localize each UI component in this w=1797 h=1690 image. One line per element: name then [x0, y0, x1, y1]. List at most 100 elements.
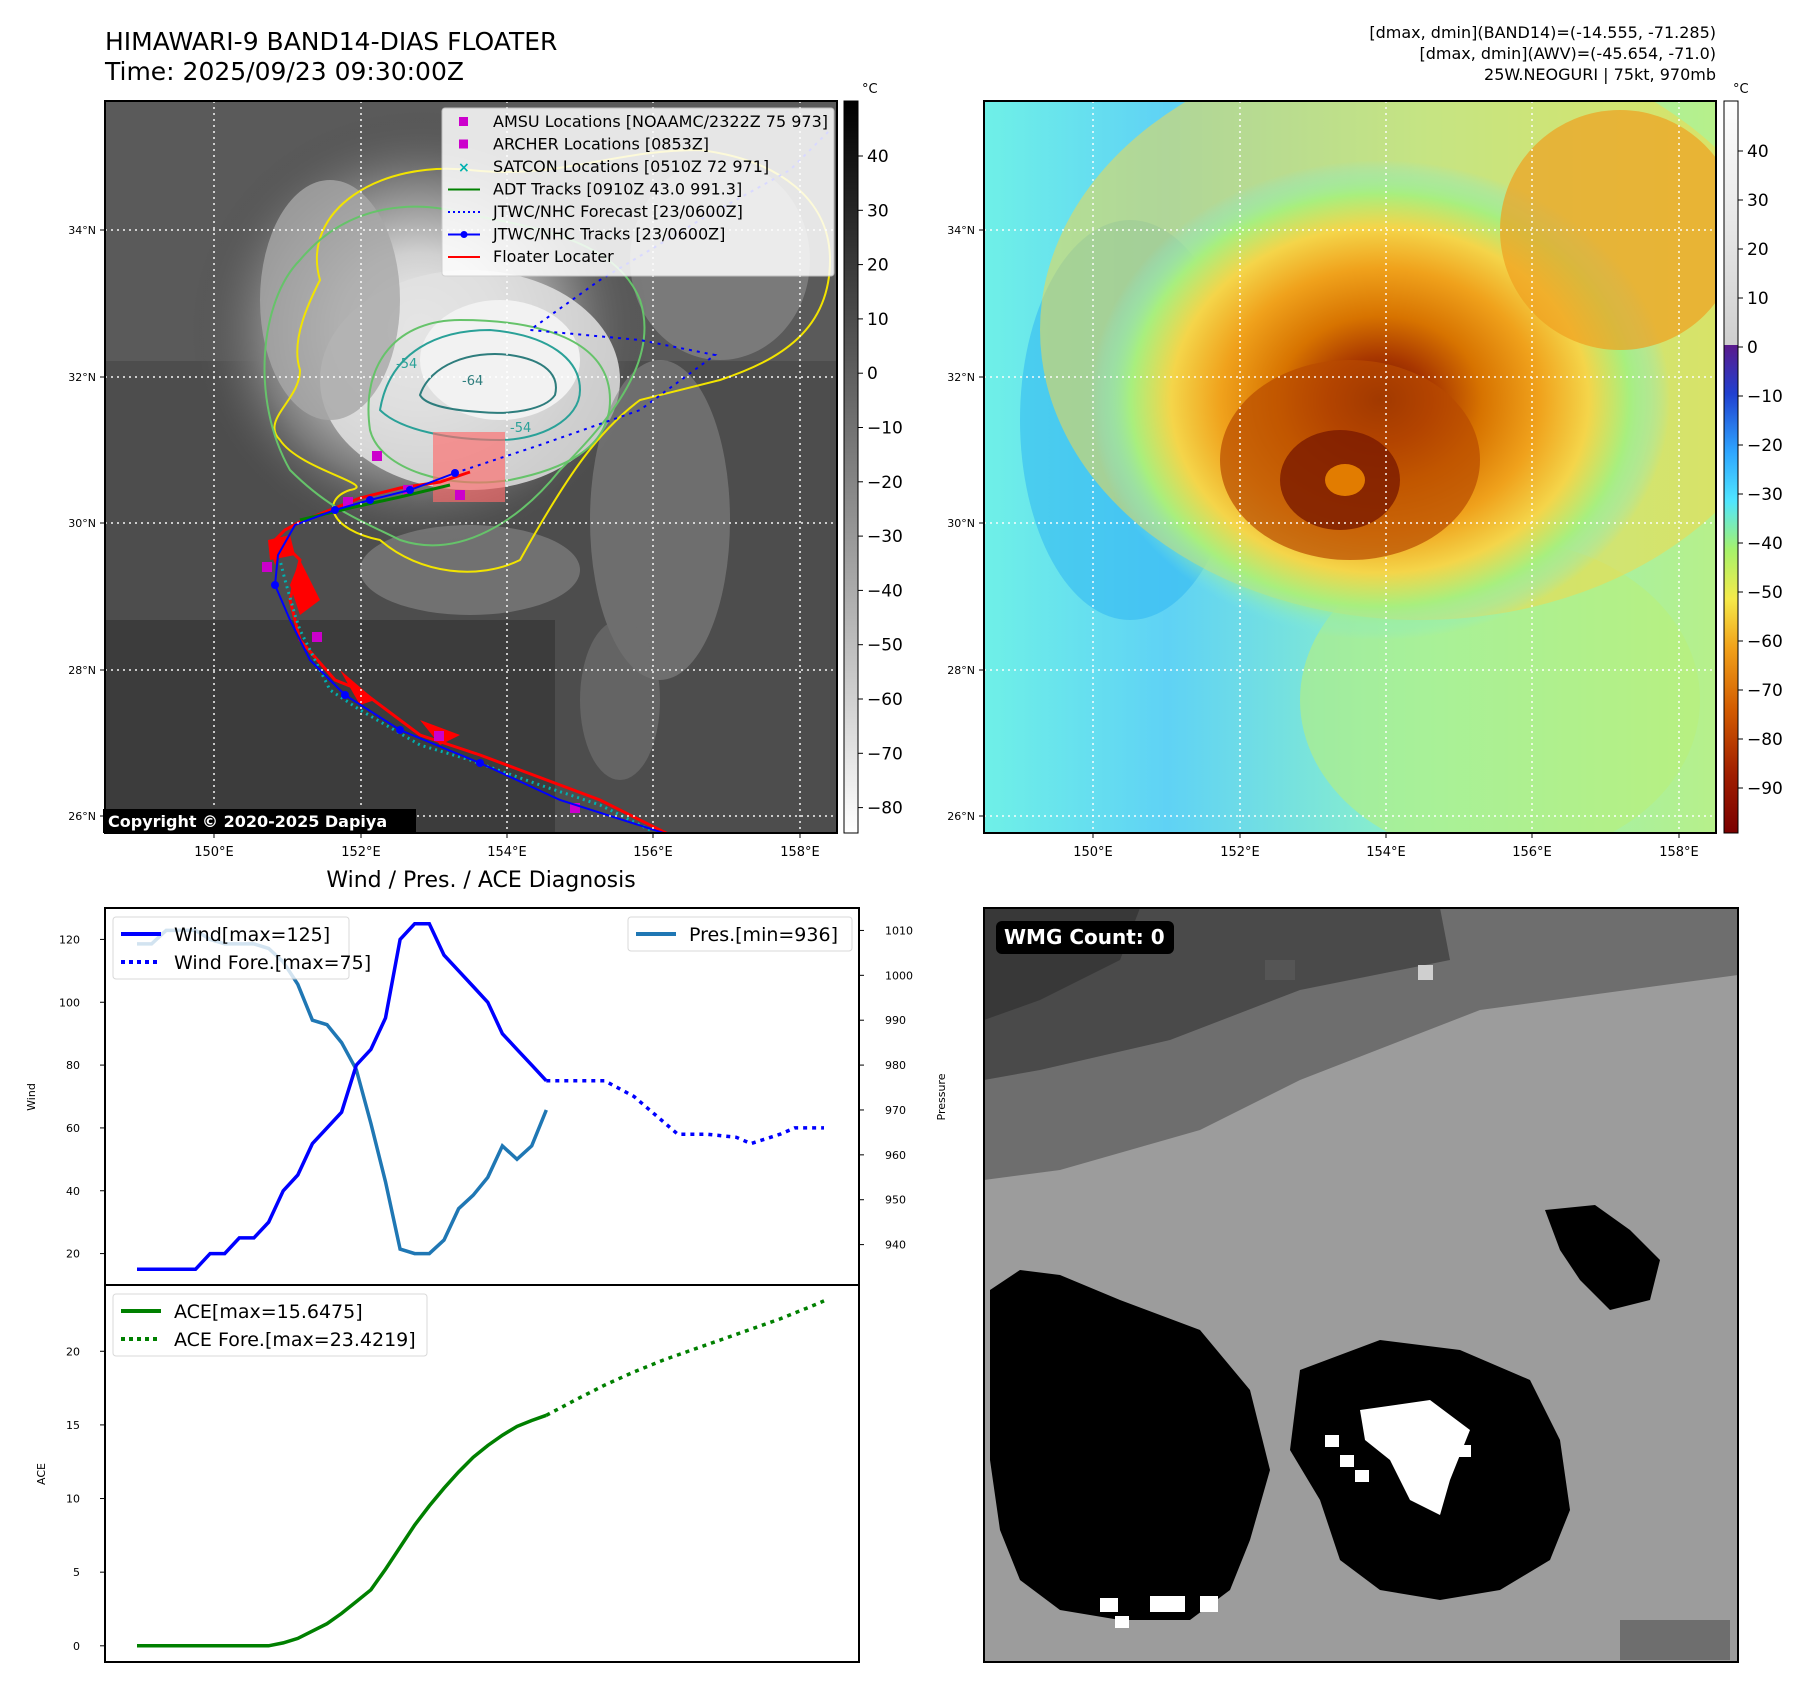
- pressure-tick-label: 1000: [885, 969, 913, 982]
- ace-tick-label: 0: [73, 1640, 80, 1653]
- lon-tick-label: 156°E: [633, 845, 673, 860]
- awv-satellite-map: [983, 100, 1717, 834]
- pressure-axis-label: Pressure: [935, 1073, 948, 1120]
- ace-line: [137, 1413, 547, 1648]
- map-legend-label: SATCON Locations [0510Z 72 971]: [493, 157, 769, 176]
- colorbar-tick-label: 0: [1747, 338, 1758, 358]
- diagnosis-chart: Wind Pressure ACE 2040608010012094095096…: [25, 907, 948, 1663]
- wind-legend-label: Wind[max=125]: [174, 924, 330, 946]
- colorbar-tick-label: −40: [867, 581, 903, 601]
- ace-legend: ACE[max=15.6475] ACE Fore.[max=23.4219]: [112, 1293, 428, 1357]
- map-legend-item: JTWC/NHC Forecast [23/0600Z]: [448, 202, 743, 221]
- ace-tick-label: 20: [66, 1345, 80, 1358]
- map-legend-label: Floater Locater: [493, 247, 614, 266]
- wind-tick-label: 120: [59, 933, 80, 946]
- pressure-tick-label: 960: [885, 1149, 906, 1162]
- map-legend-item: AMSU Locations [NOAAMC/2322Z 75 973]: [459, 112, 828, 131]
- ace-tick-label: 10: [66, 1493, 80, 1506]
- lat-tick-label: 28°N: [947, 664, 975, 677]
- pressure-tick-label: 940: [885, 1239, 906, 1252]
- colorbar-tick-label: −50: [867, 636, 903, 656]
- lat-tick-label: 32°N: [947, 371, 975, 384]
- colorbar-unit: °C: [1733, 82, 1749, 97]
- colorbar-tick-label: −30: [867, 527, 903, 547]
- map-legend-label: ADT Tracks [0910Z 43.0 991.3]: [493, 180, 742, 199]
- colorbar-tick-label: −30: [1747, 485, 1783, 505]
- wind-fore-legend-label: Wind Fore.[max=75]: [174, 952, 371, 974]
- wind-line: [137, 921, 548, 1272]
- contour-label: -54: [396, 357, 417, 372]
- map-legend-item: × SATCON Locations [0510Z 72 971]: [458, 157, 769, 176]
- legend-dot: [460, 231, 468, 238]
- lat-tick-label: 28°N: [68, 664, 96, 677]
- lat-tick-label: 34°N: [68, 224, 96, 237]
- colorbar-tick-label: −90: [1747, 779, 1783, 799]
- colorbar-tick-label: 30: [867, 201, 889, 221]
- colorbar-tick-label: −20: [1747, 436, 1783, 456]
- map-legend-item: Floater Locater: [448, 247, 614, 266]
- band14-range: [dmax, dmin](BAND14)=(-14.555, -71.285): [1369, 23, 1716, 42]
- map-legend-label: JTWC/NHC Tracks [23/0600Z]: [492, 225, 725, 244]
- colorbar-tick-label: −20: [867, 473, 903, 493]
- ace-tick-label: 15: [66, 1419, 80, 1432]
- lon-tick-label: 158°E: [1659, 845, 1699, 860]
- colorbar-tick-label: 0: [867, 364, 878, 384]
- colorbar-tick-label: −10: [1747, 387, 1783, 407]
- wind-legend: Wind[max=125] Wind Fore.[max=75]: [112, 916, 371, 980]
- map-right-ticks: 150°E 152°E 154°E 156°E 158°E 34°N 32°N 30°N 28°…: [947, 224, 1699, 860]
- pressure-tick-label: 1010: [885, 924, 913, 937]
- ir-satellite-map: -54 -64 -54: [103, 100, 838, 834]
- wind-tick-label: 20: [66, 1248, 80, 1261]
- pressure-tick-label: 950: [885, 1194, 906, 1207]
- legend-marker-square: [459, 139, 468, 149]
- map-legend-label: JTWC/NHC Forecast [23/0600Z]: [492, 202, 743, 221]
- colorbar-tick-label: −50: [1747, 583, 1783, 603]
- legend-marker-x: ×: [458, 160, 470, 176]
- ace-forecast-line: [545, 1299, 825, 1417]
- contour-label: -54: [510, 421, 531, 436]
- map-legend-item: ADT Tracks [0910Z 43.0 991.3]: [448, 180, 742, 199]
- map-legend-label: ARCHER Locations [0853Z]: [493, 135, 709, 154]
- storm-id: 25W.NEOGURI | 75kt, 970mb: [1484, 65, 1716, 84]
- colorbar-tick-label: 10: [867, 310, 889, 330]
- lon-tick-label: 150°E: [194, 845, 234, 860]
- lon-tick-label: 154°E: [1366, 845, 1406, 860]
- map-legend-label: AMSU Locations [NOAAMC/2322Z 75 973]: [493, 112, 828, 131]
- lon-tick-label: 152°E: [341, 845, 381, 860]
- figure-title: HIMAWARI-9 BAND14-DIAS FLOATER: [105, 27, 557, 56]
- ace-legend-label: ACE[max=15.6475]: [174, 1301, 363, 1323]
- lat-tick-label: 34°N: [947, 224, 975, 237]
- right-colorbar: °C 40 30 20 10 0 −10 −20 −30 −40 −50 −60 −70 −80 −90: [1723, 82, 1783, 834]
- lat-tick-label: 32°N: [68, 371, 96, 384]
- lat-tick-label: 30°N: [68, 517, 96, 530]
- figure-time: Time: 2025/09/23 09:30:00Z: [104, 57, 464, 86]
- lat-tick-label: 30°N: [947, 517, 975, 530]
- wind-tick-label: 80: [66, 1059, 80, 1072]
- colorbar-tick-label: −10: [867, 419, 903, 439]
- pressure-tick-label: 970: [885, 1104, 906, 1117]
- ace-axis-label: ACE: [35, 1463, 48, 1485]
- colorbar-tick-label: −60: [867, 690, 903, 710]
- lon-tick-label: 156°E: [1512, 845, 1552, 860]
- left-colorbar: °C 40 30 20 10 0 −10 −20 −30 −40 −50 −60 −70 −80: [843, 82, 903, 834]
- copyright-text: Copyright © 2020-2025 Dapiya: [108, 812, 387, 831]
- colorbar-tick-label: 20: [867, 256, 889, 276]
- colorbar-tick-label: 30: [1747, 191, 1769, 211]
- lat-tick-label: 26°N: [947, 810, 975, 823]
- ace-fore-legend-label: ACE Fore.[max=23.4219]: [174, 1329, 416, 1351]
- colorbar-tick-label: 10: [1747, 289, 1769, 309]
- lon-tick-label: 158°E: [780, 845, 820, 860]
- colorbar-tick-label: −60: [1747, 632, 1783, 652]
- pressure-tick-label: 990: [885, 1014, 906, 1027]
- wind-forecast-line: [546, 1079, 824, 1146]
- wind-tick-label: 40: [66, 1185, 80, 1198]
- ace-tick-label: 5: [73, 1566, 80, 1579]
- wind-tick-label: 100: [59, 996, 80, 1009]
- wind-tick-label: 60: [66, 1122, 80, 1135]
- floater-box: [433, 432, 505, 502]
- lon-tick-label: 150°E: [1073, 845, 1113, 860]
- colorbar-tick-label: −80: [867, 799, 903, 819]
- colorbar-tick-label: 40: [867, 147, 889, 167]
- lat-tick-label: 26°N: [68, 810, 96, 823]
